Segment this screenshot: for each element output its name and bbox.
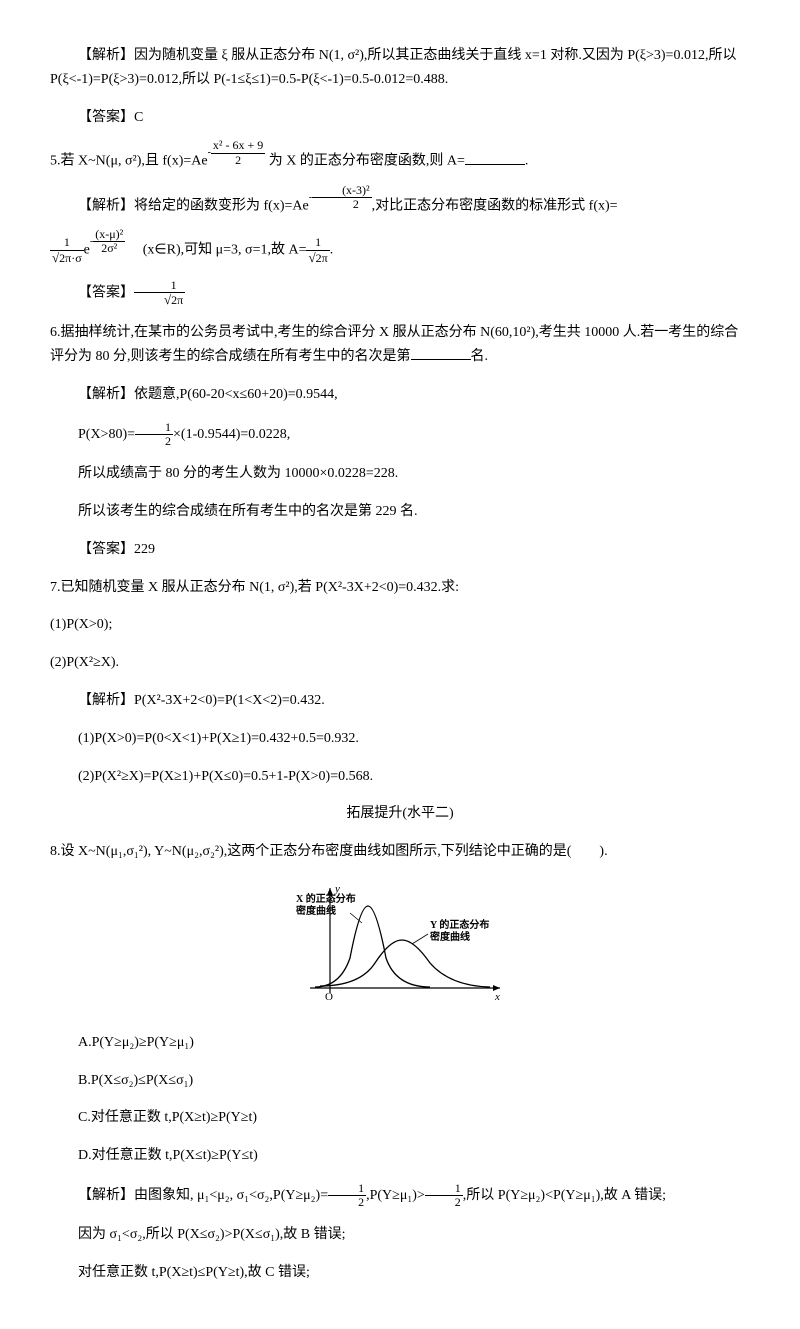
analysis-6-1: 【解析】依题意,P(60-20<x≤60+20)=0.9544, [50, 383, 750, 407]
question-8: 8.设 X~N(μ₁,σ₁²), Y~N(μ₂,σ₂²),这两个正态分布密度曲线… [50, 840, 750, 864]
q5-text-b: 为 X 的正态分布密度函数,则 A= [265, 154, 465, 169]
p8s1-den1: 2 [328, 1196, 366, 1209]
p8s1-b: ,P(Y≥μ₁)> [366, 1188, 425, 1203]
analysis-7-2: (1)P(X>0)=P(0<X<1)+P(X≥1)=0.432+0.5=0.93… [50, 727, 750, 751]
normal-curves-svg: O x y X 的正态分布 密度曲线 Y 的正态分布 密度曲线 [290, 878, 510, 1008]
p8s1-den2: 2 [425, 1196, 463, 1209]
analysis-7-3: (2)P(X²≥X)=P(X≥1)+P(X≤0)=0.5+1-P(X>0)=0.… [50, 765, 750, 789]
question-6: 6.据抽样统计,在某市的公务员考试中,考生的综合评分 X 服从正态分布 N(60… [50, 321, 750, 369]
answer-5: 【答案】1√2π [50, 279, 750, 307]
p8-a: 8.设 X~N(μ₁, [50, 844, 126, 859]
figure-normal-curves: O x y X 的正态分布 密度曲线 Y 的正态分布 密度曲线 [50, 878, 750, 1017]
p8s1-a: 【解析】由图象知, μ₁<μ₂, σ₁<σ₂,P(Y≥μ₂)= [78, 1188, 328, 1203]
p6b-text: 名. [471, 349, 489, 364]
question-7b: (2)P(X²≥X). [50, 651, 750, 675]
p5a-exp-num: (x-3)² [312, 184, 372, 198]
curve-y [320, 940, 490, 987]
p8-s2: σ₂² [202, 844, 219, 859]
analysis-7-1: 【解析】P(X²-3X+2<0)=P(1<X<2)=0.432. [50, 689, 750, 713]
p8-c: ),这两个正态分布密度曲线如图所示,下列结论中正确的是( ). [219, 844, 608, 859]
q5-text-a: 5.若 X~N(μ, σ²),且 f(x)=Ae [50, 154, 208, 169]
blank-q5 [465, 164, 525, 165]
p5b-den2: ·σ [71, 251, 81, 265]
p6s2-den: 2 [135, 435, 173, 448]
frac-ans5b: 1√2π [134, 279, 185, 307]
section-2-title: 拓展提升(水平二) [50, 802, 750, 826]
q5-exp-num: x² - 6x + 9 [211, 139, 265, 153]
analysis-5a: 【解析】将给定的函数变形为 f(x)=Ae-(x-3)²2,对比正态分布密度函数… [50, 188, 750, 218]
analysis-1: 【解析】因为随机变量 ξ 服从正态分布 N(1, σ²),所以其正态曲线关于直线… [50, 44, 750, 92]
frac-8-1: 12 [328, 1182, 366, 1209]
p5b-ans-num: 1 [306, 236, 329, 250]
x-label: x [494, 991, 500, 1003]
option-a: A.P(Y≥μ₂)≥P(Y≥μ₁) [50, 1031, 750, 1055]
blank-q6 [411, 359, 471, 360]
label-x-curve-1: X 的正态分布 [296, 892, 356, 905]
p8s1-num1: 1 [328, 1182, 366, 1196]
label-y-curve-2: 密度曲线 [430, 930, 470, 943]
frac-half: 12 [135, 421, 173, 448]
p6s2-b: ×(1-0.9544)=0.0228, [173, 427, 290, 442]
origin-label: O [325, 991, 333, 1003]
answer-6: 【答案】229 [50, 538, 750, 562]
p5a-b: ,对比正态分布密度函数的标准形式 f(x)= [372, 198, 618, 213]
question-5: 5.若 X~N(μ, σ²),且 f(x)=Ae-x² - 6x + 92 为 … [50, 143, 750, 173]
p5b-num: 1 [50, 236, 84, 250]
frac-ans5: 1√2π [306, 236, 329, 264]
option-b: B.P(X≤σ₂)≤P(X≤σ₁) [50, 1069, 750, 1093]
label-x-curve-2: 密度曲线 [296, 904, 336, 917]
p5ans-a: 【答案】 [78, 285, 134, 300]
option-c: C.对任意正数 t,P(X≥t)≥P(Y≥t) [50, 1106, 750, 1130]
p8s1-num2: 1 [425, 1182, 463, 1196]
label-y-curve-1: Y 的正态分布 [430, 918, 489, 931]
frac-8-2: 12 [425, 1182, 463, 1209]
p5b-exp-den: 2σ² [93, 242, 125, 255]
p5a-a: 【解析】将给定的函数变形为 f(x)=Ae [78, 198, 309, 213]
analysis-8-2: 因为 σ₁<σ₂,所以 P(X≤σ₂)>P(X≤σ₁),故 B 错误; [50, 1223, 750, 1247]
analysis-8-3: 对任意正数 t,P(X≥t)≤P(Y≥t),故 C 错误; [50, 1261, 750, 1285]
p5b-den1: 2π [59, 251, 71, 265]
p5b-e: e [84, 243, 90, 258]
q5-text-c: . [525, 154, 529, 169]
analysis-5b: 1√2π·σe-(x-μ)²2σ² (x∈R),可知 μ=3, σ=1,故 A=… [50, 232, 750, 265]
frac-coef: 1√2π·σ [50, 236, 84, 264]
p5a-exp-den: 2 [312, 198, 372, 211]
p5ans-num: 1 [134, 279, 185, 293]
p5ans-den: 2π [171, 293, 183, 307]
p5b-d: . [330, 243, 334, 258]
q5-exp-den: 2 [211, 154, 265, 167]
p5b-c: (x∈R),可知 μ=3, σ=1,故 A= [143, 243, 307, 258]
answer-1: 【答案】C [50, 106, 750, 130]
curve-x [315, 906, 430, 987]
question-7a: (1)P(X>0); [50, 613, 750, 637]
p8-b: ), Y~N(μ₂, [143, 844, 203, 859]
p6s2-num: 1 [135, 421, 173, 435]
leader-y [412, 934, 428, 944]
question-7: 7.已知随机变量 X 服从正态分布 N(1, σ²),若 P(X²-3X+2<0… [50, 576, 750, 600]
p8-s1: σ₁² [126, 844, 143, 859]
analysis-6-2: P(X>80)=12×(1-0.9544)=0.0228, [50, 421, 750, 448]
analysis-8-1: 【解析】由图象知, μ₁<μ₂, σ₁<σ₂,P(Y≥μ₂)=12,P(Y≥μ₁… [50, 1182, 750, 1209]
p6-text: 6.据抽样统计,在某市的公务员考试中,考生的综合评分 X 服从正态分布 N(60… [50, 325, 738, 364]
option-d: D.对任意正数 t,P(X≤t)≥P(Y≤t) [50, 1144, 750, 1168]
p5b-ans-den: 2π [316, 251, 328, 265]
p6s2-a: P(X>80)= [78, 427, 135, 442]
analysis-6-4: 所以该考生的综合成绩在所有考生中的名次是第 229 名. [50, 500, 750, 524]
p8s1-c: ,所以 P(Y≥μ₂)<P(Y≥μ₁),故 A 错误; [463, 1188, 666, 1203]
p5b-exp-num: (x-μ)² [93, 228, 125, 242]
analysis-6-3: 所以成绩高于 80 分的考生人数为 10000×0.0228=228. [50, 462, 750, 486]
